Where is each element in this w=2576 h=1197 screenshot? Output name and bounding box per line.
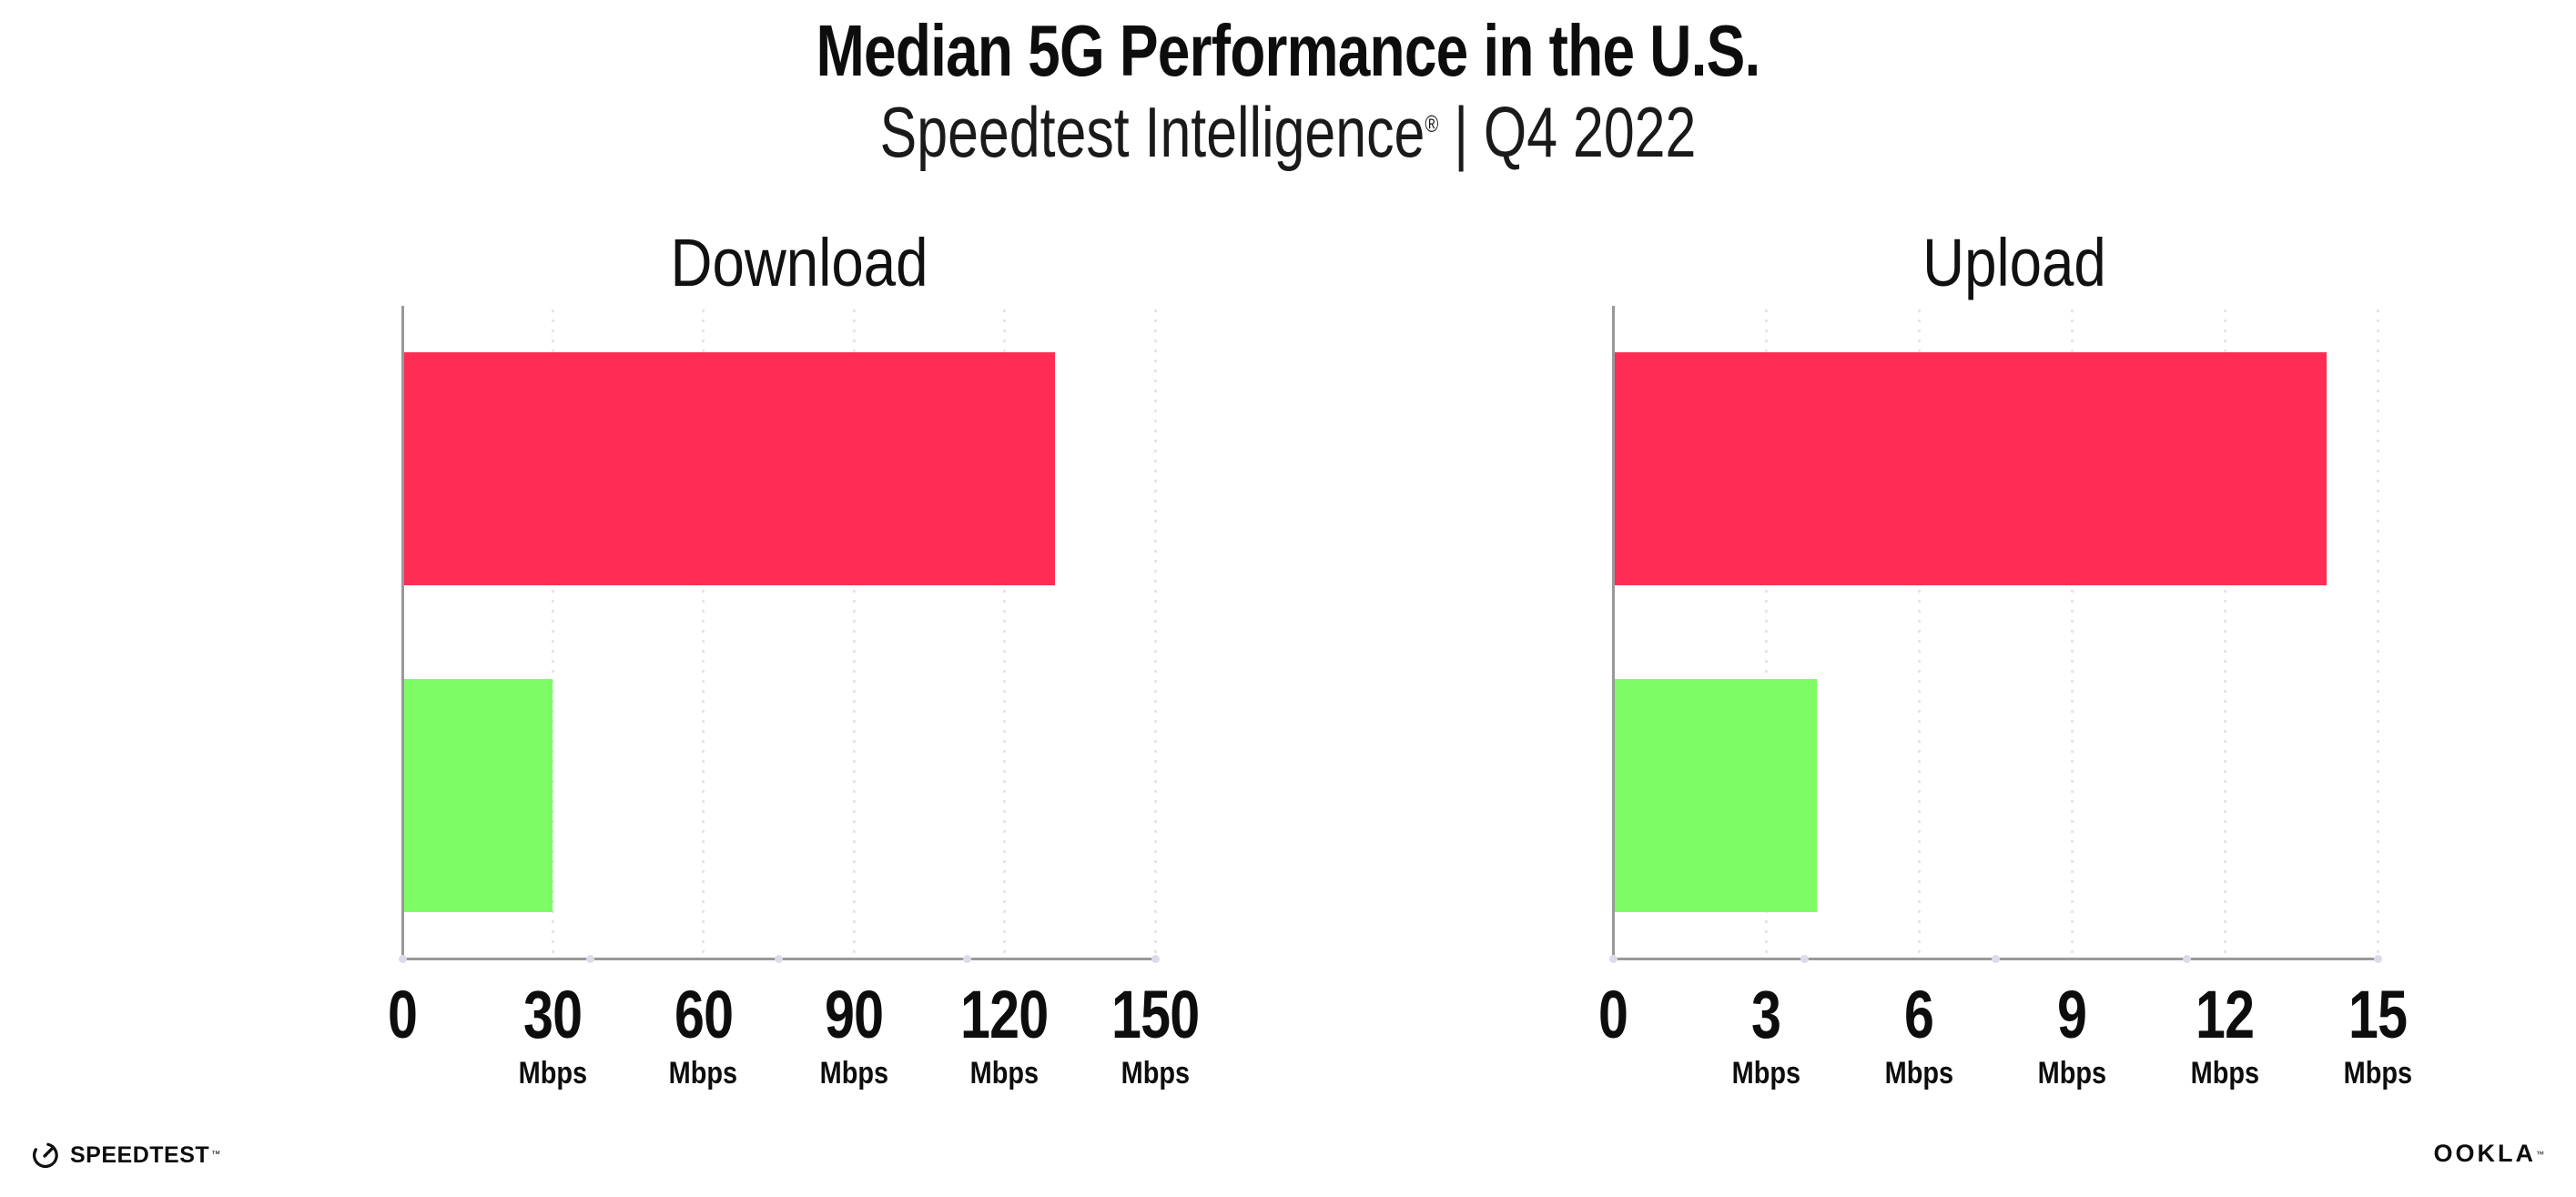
ookla-wordmark: OOKLA	[2433, 1140, 2536, 1167]
axis-tick-dot	[586, 955, 595, 963]
x-tick-90: 90 Mbps	[745, 977, 963, 1090]
x-tick-value: 0	[387, 977, 418, 1052]
x-tick-120: 120 Mbps	[896, 977, 1114, 1090]
x-tick-value: 0	[1597, 977, 1628, 1052]
x-tick-value: 9	[2056, 977, 2087, 1052]
x-tick-unit: Mbps	[2115, 1058, 2334, 1089]
axis-tick-dot	[2182, 955, 2191, 963]
x-tick-unit: Mbps	[1810, 1058, 2028, 1089]
x-tick-15: 15 Mbps	[2268, 977, 2487, 1090]
x-tick-unit-text: Mbps	[969, 1056, 1040, 1090]
speedometer-gauge-icon	[30, 1140, 61, 1171]
gridline-150	[1153, 306, 1157, 959]
registered-mark-icon: ®	[1425, 110, 1439, 137]
axis-tick-dot	[398, 955, 407, 963]
x-tick-unit-text: Mbps	[2190, 1056, 2259, 1090]
axis-tick-dot	[1151, 955, 1160, 963]
x-tick-unit: Mbps	[745, 1058, 963, 1089]
gridline-9	[2070, 306, 2074, 959]
figure-subtitle: Speedtest Intelligence® | Q4 2022	[880, 96, 1697, 167]
x-tick-value: 120	[960, 977, 1049, 1052]
x-tick-0: 0	[1504, 981, 1722, 1049]
x-tick-unit-text: Mbps	[2037, 1056, 2106, 1090]
gridline-90	[852, 306, 856, 959]
bar-4g-lte	[1613, 678, 1817, 912]
x-tick-unit: Mbps	[896, 1058, 1114, 1089]
x-tick-unit-text: Mbps	[1121, 1056, 1190, 1090]
subtitle-quarter: | Q4 2022	[1438, 92, 1697, 172]
ookla-logo: OOKLA ™	[2433, 1140, 2545, 1167]
axis-tick-dot	[2373, 955, 2382, 963]
bar-5g	[402, 352, 1055, 586]
axis-tick-dot	[1991, 955, 2000, 963]
gridline-3	[1764, 306, 1768, 959]
x-tick-value: 90	[825, 977, 884, 1052]
gridline-6	[1917, 306, 1921, 959]
gridline-15	[2376, 306, 2379, 959]
x-tick-60: 60 Mbps	[594, 977, 813, 1090]
gridline-12	[2223, 306, 2226, 959]
x-tick-150: 150 Mbps	[1046, 977, 1264, 1090]
x-tick-value: 150	[1111, 977, 1200, 1052]
x-tick-value: 6	[1903, 977, 1934, 1052]
chart-title-upload: Upload	[1922, 225, 2106, 300]
axis-tick-dot	[1800, 955, 1809, 963]
x-tick-3: 3 Mbps	[1657, 977, 1875, 1090]
x-tick-unit-text: Mbps	[2343, 1056, 2412, 1090]
axis-tick-dot	[775, 955, 783, 963]
x-tick-unit-text: Mbps	[819, 1056, 888, 1090]
x-tick-value: 60	[674, 977, 734, 1052]
y-axis-line	[401, 306, 404, 960]
x-tick-unit: Mbps	[1046, 1058, 1264, 1089]
speedtest-logo: SPEEDTEST ™	[30, 1140, 220, 1171]
x-tick-value: 12	[2195, 977, 2255, 1052]
x-tick-9: 9 Mbps	[1962, 977, 2181, 1090]
x-tick-unit-text: Mbps	[1731, 1056, 1800, 1090]
axis-tick-dot	[962, 955, 971, 963]
gridline-120	[1003, 306, 1007, 959]
x-tick-6: 6 Mbps	[1810, 977, 2028, 1090]
chart-title-download: Download	[670, 225, 928, 300]
x-tick-value: 15	[2348, 977, 2408, 1052]
y-axis-line	[1611, 306, 1615, 960]
x-tick-unit: Mbps	[1657, 1058, 1875, 1089]
subtitle-brand: Speedtest Intelligence	[879, 92, 1425, 172]
x-tick-unit: Mbps	[2268, 1058, 2487, 1089]
x-tick-0: 0	[293, 981, 512, 1049]
figure-title: Median 5G Performance in the U.S.	[816, 10, 1761, 91]
speedtest-wordmark: SPEEDTEST	[70, 1141, 210, 1168]
x-tick-12: 12 Mbps	[2115, 977, 2334, 1090]
x-tick-unit: Mbps	[1962, 1058, 2181, 1089]
gridline-30	[551, 306, 554, 959]
axis-tick-dot	[1608, 955, 1618, 963]
x-tick-unit: Mbps	[443, 1058, 662, 1089]
x-tick-value: 3	[1750, 977, 1781, 1052]
bar-5g	[1613, 352, 2327, 586]
x-tick-30: 30 Mbps	[443, 977, 662, 1090]
x-tick-unit: Mbps	[594, 1058, 813, 1089]
x-tick-value: 30	[523, 977, 583, 1052]
x-tick-unit-text: Mbps	[669, 1056, 738, 1090]
gridline-60	[702, 306, 705, 959]
bar-4g-lte	[402, 678, 553, 912]
x-tick-unit-text: Mbps	[1884, 1056, 1953, 1090]
x-tick-unit-text: Mbps	[518, 1056, 588, 1090]
